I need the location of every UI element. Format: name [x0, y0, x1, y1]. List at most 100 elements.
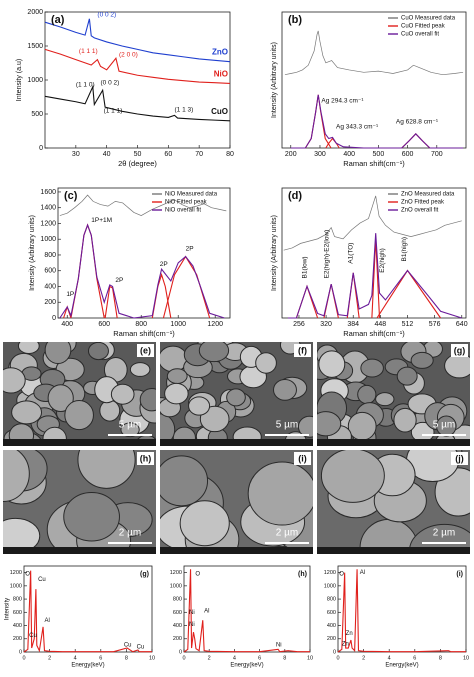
y-axis-label: Intensity (Arbitrary units) [29, 215, 36, 291]
x-tick-label: 512 [402, 321, 414, 328]
grain [110, 383, 135, 405]
grain [396, 366, 418, 386]
y-tick-label: 1400 [40, 205, 56, 212]
annotation: Ni [189, 622, 195, 628]
x-tick-label: 60 [164, 151, 172, 158]
grain [129, 362, 151, 377]
legend-label: NiO Measured data [165, 192, 218, 198]
x-tick-label: 4 [388, 655, 391, 661]
y-axis-label: Intensity (Arbitrary units) [271, 42, 278, 118]
y-tick-label: 2000 [27, 9, 43, 16]
annotation: Zn [346, 631, 353, 637]
panel-label: (h) [298, 571, 307, 578]
y-tick-label: 1000 [27, 77, 43, 84]
grain [198, 342, 230, 363]
grain [44, 342, 72, 365]
annotation: (1 1 3) [175, 107, 194, 114]
x-tick-label: 1000 [170, 321, 186, 328]
sem-label: (f) [298, 345, 307, 355]
y-tick-label: 1200 [10, 570, 22, 576]
panel-label: (d) [288, 190, 302, 202]
sem-image: (i) 2 µm [160, 450, 313, 554]
grain [47, 384, 74, 413]
grain [357, 384, 377, 405]
x-tick-label: 600 [402, 151, 414, 158]
annotation: 2P [160, 261, 168, 268]
y-tick-label: 1200 [170, 570, 182, 576]
y-tick-label: 400 [173, 623, 182, 629]
x-axis-label: Raman shift(cm⁻¹) [113, 329, 175, 338]
series-label: NiO [214, 70, 228, 79]
grain [3, 450, 30, 502]
y-tick-label: 600 [173, 610, 182, 616]
annotation: E2(high)-E2(low) [324, 230, 331, 279]
y-tick-label: 0 [39, 145, 43, 152]
x-tick-label: 600 [98, 321, 110, 328]
x-axis-label: Energy(keV) [385, 663, 418, 669]
x-tick-label: 400 [343, 151, 355, 158]
grain [393, 407, 417, 433]
series-line [283, 195, 462, 251]
series-line [183, 569, 310, 653]
grain [160, 345, 188, 373]
grain [317, 411, 342, 437]
grain [3, 367, 26, 394]
sem-label: (g) [454, 345, 466, 355]
annotation: Zn [342, 642, 349, 648]
x-tick-label: 320 [320, 321, 332, 328]
series-line [325, 137, 340, 149]
grains [317, 342, 470, 446]
x-tick-label: 6 [99, 655, 102, 661]
legend-label: ZnO Fitted peak [401, 200, 445, 206]
y-tick-label: 200 [173, 636, 182, 642]
sem-label: (e) [140, 345, 151, 355]
annotation: B1(low) [302, 256, 309, 278]
info-bar [3, 439, 156, 446]
x-tick-label: 8 [439, 655, 442, 661]
y-tick-label: 800 [327, 597, 336, 603]
annotation: 1P+1M [91, 217, 112, 224]
label-box [137, 452, 154, 465]
x-tick-label: 0 [22, 655, 25, 661]
x-tick-label: 2 [208, 655, 211, 661]
y-tick-label: 600 [44, 268, 56, 275]
annotation: Ni [276, 642, 282, 648]
grain [273, 378, 297, 401]
x-tick-label: 4 [233, 655, 236, 661]
scale-label: 2 µm [276, 528, 298, 539]
y-tick-label: 400 [327, 623, 336, 629]
series-line [162, 255, 211, 319]
plot-frame [44, 11, 231, 149]
x-axis-label: Raman shift(cm⁻¹) [343, 159, 405, 168]
annotation: Ni [189, 610, 195, 616]
series-line [44, 48, 231, 84]
series-line [59, 194, 227, 216]
grain [99, 399, 121, 422]
annotation: Cu [124, 642, 132, 648]
annotation: (0 0 2) [97, 11, 116, 18]
series-line [59, 223, 225, 319]
y-tick-label: 200 [44, 299, 56, 306]
annotation: Al [204, 609, 209, 615]
grain [120, 422, 140, 438]
x-tick-label: 2 [48, 655, 51, 661]
x-tick-label: 400 [61, 321, 73, 328]
y-axis-label: Intensity [5, 598, 11, 620]
x-tick-label: 500 [373, 151, 385, 158]
series-line [337, 569, 466, 653]
annotation: (1 1 0) [76, 81, 95, 88]
plot-frame [183, 565, 311, 653]
annotation: Cu [137, 644, 145, 650]
label-box [294, 344, 311, 357]
grain [87, 342, 109, 361]
info-bar [3, 547, 156, 554]
annotation: Ag 294.3 cm⁻¹ [321, 97, 364, 104]
x-tick-label: 10 [307, 655, 313, 661]
grain [375, 392, 395, 407]
grain [166, 368, 188, 384]
panel-label: (b) [288, 14, 302, 26]
annotation: Ag 628.8 cm⁻¹ [396, 119, 439, 126]
legend-label: ZnO overall fit [401, 208, 439, 214]
series-label: CuO [211, 107, 228, 116]
